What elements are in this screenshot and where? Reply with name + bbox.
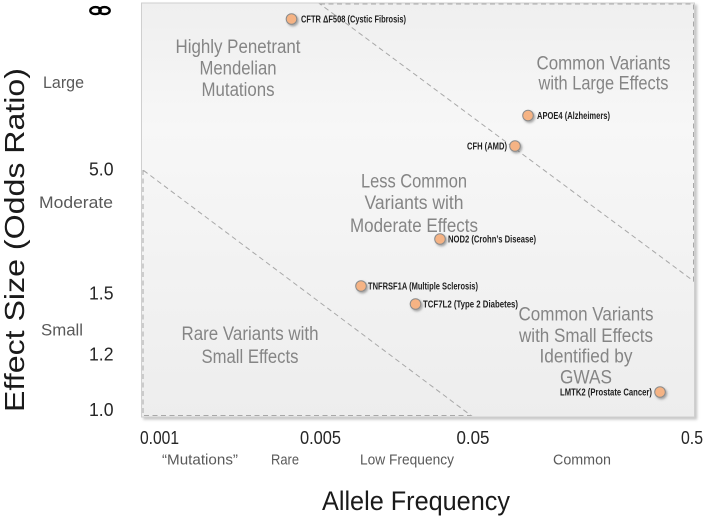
svg-text:Small Effects: Small Effects (202, 347, 299, 368)
svg-text:Mutations: Mutations (202, 80, 275, 101)
svg-text:Moderate Effects: Moderate Effects (350, 216, 478, 237)
svg-text:Identified by: Identified by (540, 347, 633, 368)
svg-text:Low Frequency: Low Frequency (360, 452, 454, 469)
svg-text:TNFRSF1A (Multiple Sclerosis): TNFRSF1A (Multiple Sclerosis) (368, 281, 478, 293)
svg-text:with Small Effects: with Small Effects (518, 326, 653, 347)
svg-text:1.0: 1.0 (89, 400, 114, 420)
svg-text:TCF7L2 (Type 2 Diabetes): TCF7L2 (Type 2 Diabetes) (423, 299, 518, 311)
svg-text:GWAS: GWAS (560, 368, 612, 389)
svg-text:Mendelian: Mendelian (200, 59, 277, 80)
svg-text:0.05: 0.05 (457, 428, 490, 448)
svg-text:Small: Small (41, 321, 83, 340)
svg-text:0.005: 0.005 (300, 428, 341, 448)
svg-text:CFTR ΔF508 (Cystic Fibrosis): CFTR ΔF508 (Cystic Fibrosis) (301, 14, 406, 26)
svg-text:Effect Size (Odds Ratio): Effect Size (Odds Ratio) (0, 68, 30, 412)
svg-text:Rare: Rare (271, 452, 299, 469)
svg-text:Large: Large (43, 73, 84, 92)
svg-text:1.5: 1.5 (89, 284, 114, 304)
svg-text:Moderate: Moderate (39, 193, 113, 212)
svg-text:Rare Variants with: Rare Variants with (182, 324, 319, 345)
svg-text:APOE4 (Alzheimers): APOE4 (Alzheimers) (537, 110, 610, 122)
svg-text:LMTK2 (Prostate Cancer): LMTK2 (Prostate Cancer) (560, 387, 652, 399)
svg-text:Common Variants: Common Variants (519, 305, 654, 326)
svg-text:with Large Effects: with Large Effects (538, 74, 669, 95)
svg-text:Highly Penetrant: Highly Penetrant (176, 37, 302, 58)
svg-text:0.001: 0.001 (140, 428, 179, 448)
svg-text:Less Common: Less Common (361, 172, 467, 193)
svg-text:“Mutations”: “Mutations” (162, 452, 238, 469)
svg-text:NOD2 (Crohn’s Disease): NOD2 (Crohn’s Disease) (448, 234, 536, 246)
svg-text:0.5: 0.5 (681, 428, 703, 448)
svg-text:Common Variants: Common Variants (537, 54, 671, 75)
svg-text:CFH (AMD): CFH (AMD) (467, 141, 507, 153)
svg-text:Allele Frequency: Allele Frequency (322, 486, 510, 516)
svg-text:Variants with: Variants with (365, 193, 464, 214)
svg-text:Common: Common (553, 452, 611, 469)
svg-text:1.2: 1.2 (89, 345, 114, 365)
svg-text:5.0: 5.0 (89, 160, 114, 180)
